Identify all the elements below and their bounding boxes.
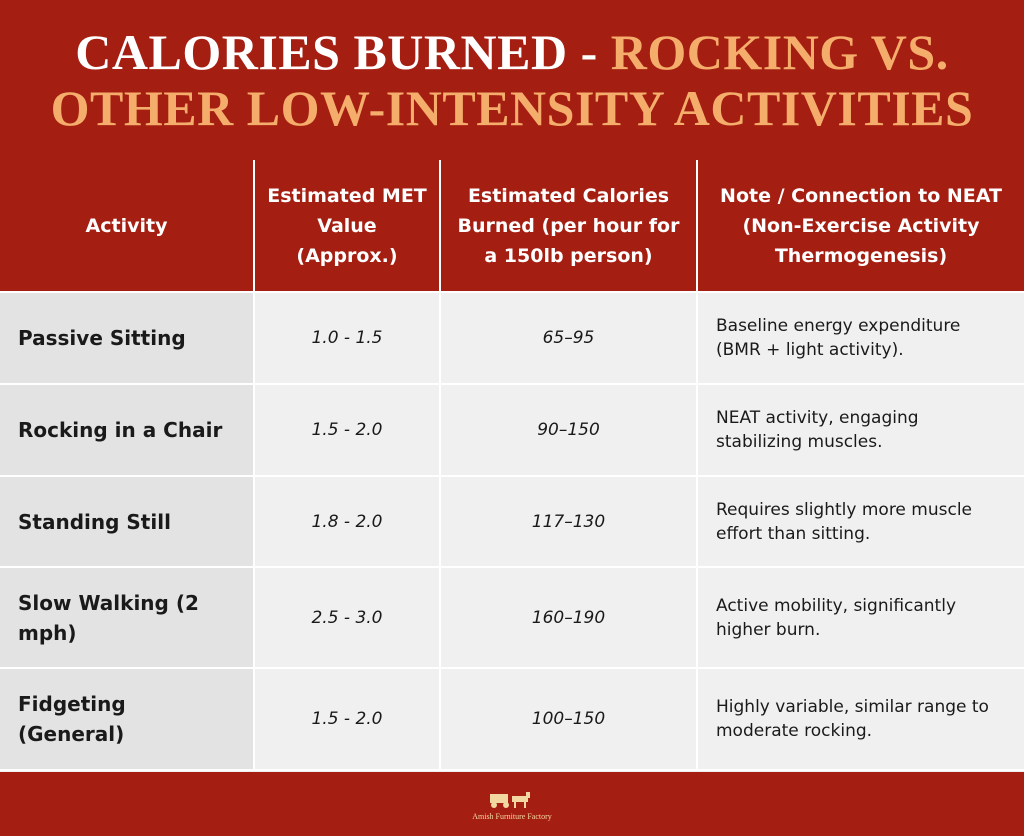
cell-text: 1.5 - 2.0 bbox=[311, 420, 383, 440]
table-cell: Fidgeting (General) bbox=[0, 669, 255, 771]
table-cell: Passive Sitting bbox=[0, 293, 255, 385]
table-cell: 1.0 - 1.5 bbox=[255, 293, 441, 385]
table-row: Standing Still 1.8 - 2.0 117–130 Requires s… bbox=[0, 477, 1024, 568]
table-cell: Estimated MET Value (Approx.) bbox=[255, 160, 441, 293]
cell-text: Active mobility, significantly higher bu… bbox=[716, 595, 957, 640]
table-cell: Rocking in a Chair bbox=[0, 385, 255, 477]
cell-text: Slow Walking (2 mph) bbox=[18, 590, 199, 645]
column-header: Note / Connection to NEAT (Non-Exercise … bbox=[720, 184, 1002, 267]
column-header: Estimated MET Value (Approx.) bbox=[267, 184, 427, 267]
column-header: Estimated Calories Burned (per hour for … bbox=[457, 184, 680, 267]
table-cell: 1.5 - 2.0 bbox=[255, 669, 441, 771]
table-cell: 1.8 - 2.0 bbox=[255, 477, 441, 568]
title-accent: OTHER LOW-INTENSITY ACTIVITIES bbox=[50, 80, 974, 136]
logo-icon bbox=[489, 791, 530, 808]
table-cell: Requires slightly more muscle effort tha… bbox=[698, 477, 1024, 568]
table-cell: Activity bbox=[0, 160, 255, 293]
table-cell: 90–150 bbox=[441, 385, 698, 477]
title-accent: ROCKING VS. bbox=[610, 24, 949, 80]
table-cell: Active mobility, significantly higher bu… bbox=[698, 568, 1024, 669]
title-text: CALORIES BURNED - bbox=[75, 24, 611, 80]
cell-text: 1.8 - 2.0 bbox=[311, 511, 383, 532]
table-cell: Estimated Calories Burned (per hour for … bbox=[441, 160, 698, 293]
table-cell: 100–150 bbox=[441, 669, 698, 771]
table-cell: NEAT activity, engaging stabilizing musc… bbox=[698, 385, 1024, 477]
table-cell: Note / Connection to NEAT (Non-Exercise … bbox=[698, 160, 1024, 293]
cell-text: 160–190 bbox=[531, 607, 606, 628]
logo-text: Amish Furniture Factory bbox=[472, 811, 552, 821]
cell-text: 65–95 bbox=[542, 328, 595, 348]
cell-text: Passive Sitting bbox=[18, 326, 186, 350]
title-line: CALORIES BURNED - ROCKING VS. bbox=[75, 24, 948, 80]
title-band: CALORIES BURNED - ROCKING VS. OTHER LOW-… bbox=[0, 0, 1024, 160]
table-row: Rocking in a Chair 1.5 - 2.0 90–150 NEAT ac… bbox=[0, 385, 1024, 477]
cell-text: NEAT activity, engaging stabilizing musc… bbox=[716, 408, 919, 452]
table-cell: 117–130 bbox=[441, 477, 698, 568]
cell-text: 117–130 bbox=[531, 511, 606, 532]
cell-text: 1.5 - 2.0 bbox=[311, 709, 383, 729]
column-header: Activity bbox=[85, 214, 168, 237]
cell-text: 90–150 bbox=[537, 420, 600, 440]
table-cell: Standing Still bbox=[0, 477, 255, 568]
logo: Amish Furniture Factory bbox=[472, 788, 552, 821]
table-row: Slow Walking (2 mph) 2.5 - 3.0 160–190 Acti… bbox=[0, 568, 1024, 669]
cell-text: Fidgeting (General) bbox=[18, 692, 126, 746]
table-cell: Baseline energy expenditure (BMR + light… bbox=[698, 293, 1024, 385]
cell-text: 1.0 - 1.5 bbox=[311, 328, 383, 348]
cell-text: Highly variable, similar range to modera… bbox=[716, 697, 989, 741]
table-cell: 1.5 - 2.0 bbox=[255, 385, 441, 477]
cell-text: Baseline energy expenditure (BMR + light… bbox=[716, 316, 961, 360]
table-cell: 65–95 bbox=[441, 293, 698, 385]
cell-text: 2.5 - 3.0 bbox=[311, 607, 383, 628]
cell-text: 100–150 bbox=[531, 709, 606, 729]
footer: Amish Furniture Factory bbox=[0, 772, 1024, 836]
cell-text: Requires slightly more muscle effort tha… bbox=[716, 499, 973, 544]
table-cell: 2.5 - 3.0 bbox=[255, 568, 441, 669]
table-cell: 160–190 bbox=[441, 568, 698, 669]
header-row: Activity Estimated MET Value (Approx.) Est… bbox=[0, 160, 1024, 293]
cell-text: Standing Still bbox=[18, 509, 171, 534]
cell-text: Rocking in a Chair bbox=[18, 418, 223, 442]
table-cell: Slow Walking (2 mph) bbox=[0, 568, 255, 669]
table-cell: Highly variable, similar range to modera… bbox=[698, 669, 1024, 771]
table-row: Fidgeting (General) 1.5 - 2.0 100–150 Highl… bbox=[0, 669, 1024, 771]
table-row: Passive Sitting 1.0 - 1.5 65–95 Baseline en… bbox=[0, 293, 1024, 385]
